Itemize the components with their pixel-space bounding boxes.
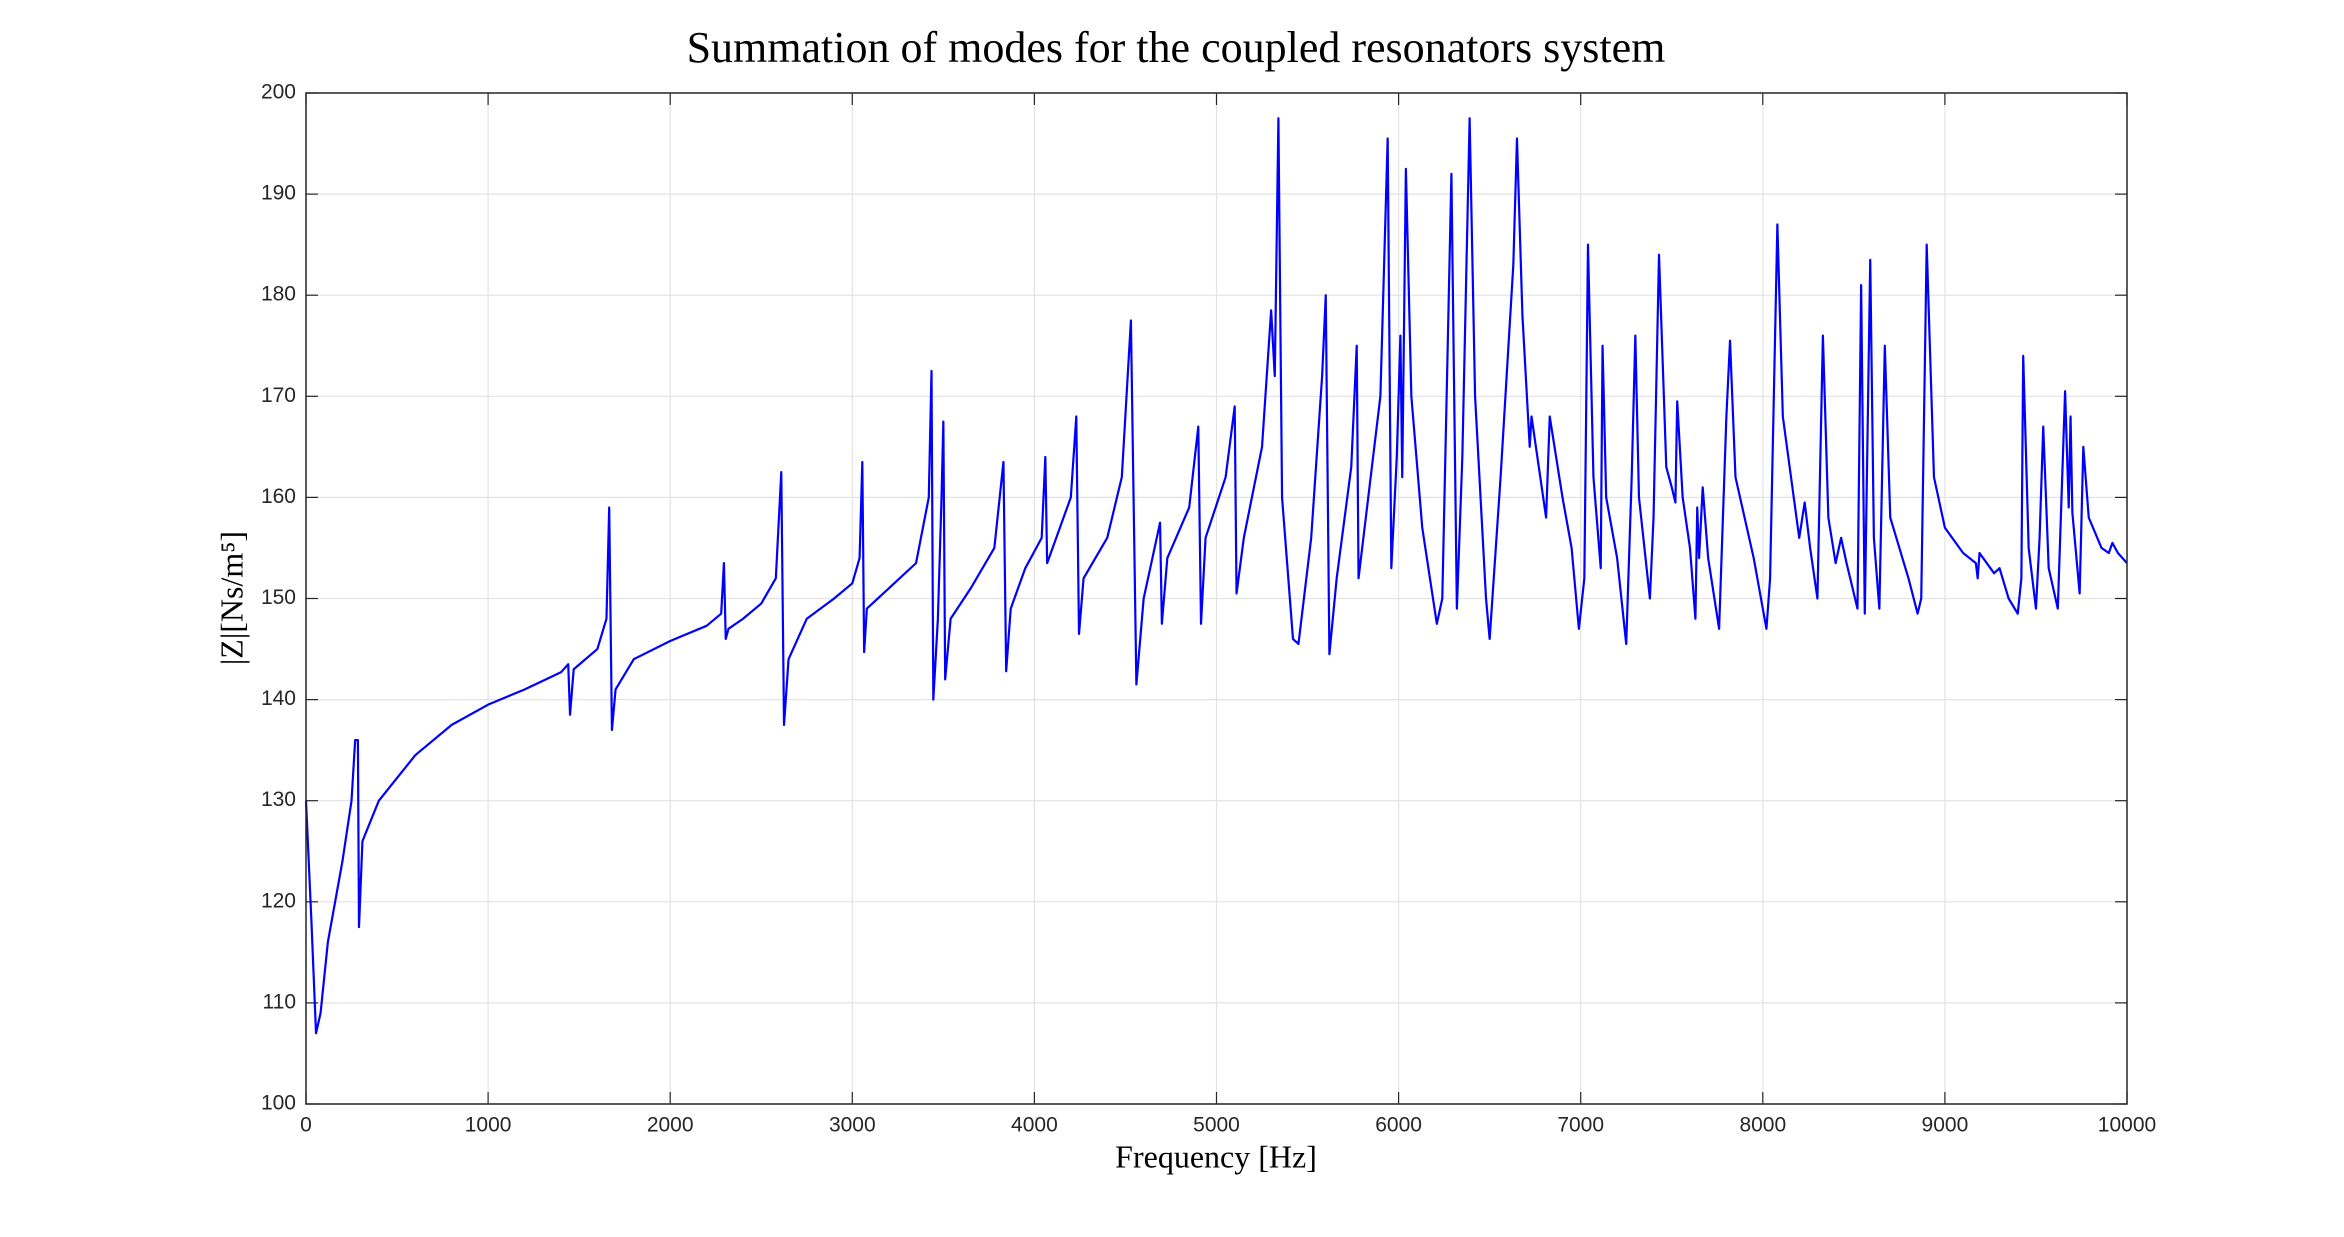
y-tick-label: 170 <box>261 384 296 407</box>
x-tick-label: 5000 <box>1193 1114 1240 1137</box>
y-tick-label: 180 <box>261 283 296 306</box>
x-axis-label: Frequency [Hz] <box>1115 1138 1317 1174</box>
plot <box>304 117 2128 1035</box>
axes-box <box>305 92 2128 1105</box>
y-tick-label: 150 <box>261 586 296 609</box>
y-tick-label: 190 <box>261 182 296 205</box>
x-tick-label: 0 <box>300 1114 312 1137</box>
x-tick-label: 7000 <box>1557 1114 1604 1137</box>
x-tick-label: 6000 <box>1375 1114 1422 1137</box>
chart-title: Summation of modes for the coupled reson… <box>687 23 1666 72</box>
data-line <box>304 117 2128 1035</box>
x-tick-label: 9000 <box>1922 1114 1969 1137</box>
y-tick-label: 120 <box>261 889 296 912</box>
y-tick-label: 110 <box>263 990 296 1013</box>
y-axis-label: |Z|[Ns/m⁵] <box>213 531 249 665</box>
x-tick-label: 3000 <box>829 1114 876 1137</box>
y-tick-label: 200 <box>261 81 296 104</box>
x-tick-label: 1000 <box>465 1114 512 1137</box>
x-tick-label: 2000 <box>647 1114 694 1137</box>
y-tick-label: 140 <box>261 687 296 710</box>
y-tick-label: 100 <box>261 1092 296 1115</box>
y-tick-label: 130 <box>261 788 296 811</box>
x-tick-label: 4000 <box>1011 1114 1058 1137</box>
y-tick-label: 160 <box>261 485 296 508</box>
x-tick-label: 10000 <box>2098 1114 2156 1137</box>
x-tick-label: 8000 <box>1739 1114 1786 1137</box>
